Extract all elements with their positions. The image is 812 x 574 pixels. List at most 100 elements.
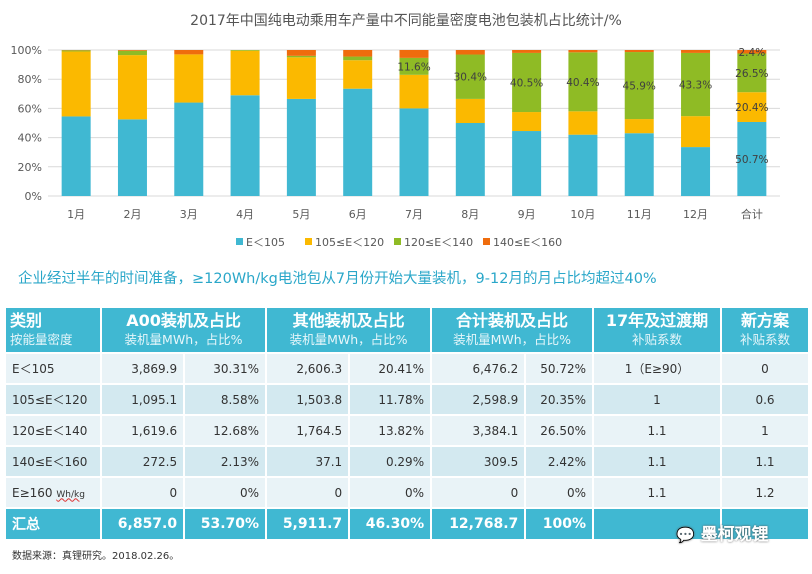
bar-segment	[61, 50, 91, 52]
bar-segment	[61, 116, 91, 196]
data-label: 43.3%	[679, 80, 712, 92]
y-tick-label: 80%	[18, 73, 42, 86]
cell: 53.70%	[185, 509, 266, 539]
cell-text: 1.2	[755, 485, 775, 500]
cell-text: 272.5	[142, 454, 178, 469]
cell-text: 0	[169, 485, 178, 500]
cell: 37.1	[267, 447, 349, 476]
legend-label: 140≤E＜160	[493, 236, 562, 249]
bar-segment	[512, 52, 542, 113]
cell-text: 1,619.6	[131, 423, 178, 438]
table-row: 105≤E＜120 1,095.1 8.58% 1,503.8 11.78% 2,598.…	[6, 385, 808, 414]
header-title: 新方案	[740, 311, 789, 330]
y-tick-label: 60%	[18, 102, 42, 115]
bar-segment	[230, 95, 260, 196]
cell: 2,598.9	[432, 385, 525, 414]
cell-text: 2,606.3	[296, 361, 343, 376]
x-tick-label: 9月	[518, 208, 536, 221]
header-sub: 装机量MWh，占比%	[124, 332, 243, 347]
cell-text: 20.41%	[378, 361, 425, 376]
cell: 1.1	[594, 416, 720, 445]
cell: 20.35%	[526, 385, 592, 414]
bar-segment	[455, 98, 485, 123]
cell-text: 0.6	[755, 392, 775, 407]
cell-text: 0%	[240, 485, 260, 500]
bar-segment	[568, 52, 598, 112]
cell-text: 2.42%	[547, 454, 586, 469]
cell-text: E＜105	[12, 362, 55, 376]
y-tick-label: 100%	[11, 44, 42, 57]
bar-segment	[117, 55, 147, 120]
cell-text: 26.50%	[540, 423, 586, 438]
bar-segment	[286, 50, 316, 56]
cell: 140≤E＜160	[6, 447, 100, 476]
x-tick-label: 合计	[741, 207, 763, 221]
cell: 0%	[350, 478, 431, 507]
cell-text: 3,869.9	[131, 361, 178, 376]
cell-text: 0%	[566, 485, 586, 500]
data-label: 11.6%	[397, 61, 430, 73]
header-title: 类别	[10, 311, 43, 330]
bar-segment	[343, 88, 373, 196]
chart-subtitle: 企业经过半年的时间准备，≥120Wh/kg电池包从7月份开始大量装机，9-12月…	[18, 271, 657, 287]
data-label: 40.4%	[566, 77, 599, 89]
data-source: 数据来源：真锂研究。2018.02.26。	[12, 551, 180, 562]
bar-segment	[174, 54, 204, 103]
header-sub: 装机量MWh，占比%	[453, 332, 572, 347]
x-tick-label: 8月	[461, 208, 479, 221]
cell-text: 13.82%	[378, 423, 425, 438]
cell: 105≤E＜120	[6, 385, 100, 414]
bar-segment	[399, 50, 429, 58]
y-tick-label: 40%	[18, 132, 42, 145]
y-tick-label: 20%	[18, 161, 42, 174]
table-total-row: 汇总 6,857.0 53.70% 5,911.7 46.30% 12,768.…	[6, 509, 808, 539]
cell-text: 20.35%	[540, 392, 586, 407]
header-sub: 补贴系数	[631, 332, 682, 347]
cell: 0	[432, 478, 525, 507]
table-header: 类别 按能量密度 A00装机及占比 装机量MWh，占比% 其他装机及占比 装机量MWh…	[6, 308, 808, 352]
bar-segment	[681, 50, 711, 53]
bar-segment	[512, 50, 542, 53]
data-label: 20.4%	[735, 102, 768, 114]
legend-label: E＜105	[246, 236, 285, 249]
cell: 2.42%	[526, 447, 592, 476]
cell: 1.1	[594, 478, 720, 507]
cell-text: 1.1	[647, 423, 667, 438]
data-label: 30.4%	[454, 72, 487, 84]
bar-segment	[230, 50, 260, 51]
header-sub: 装机量MWh，占比%	[289, 332, 408, 347]
cell: 1,619.6	[102, 416, 184, 445]
bar-segment	[624, 50, 654, 53]
bar-segment	[512, 131, 542, 196]
data-label: 2.4%	[739, 47, 766, 59]
legend-swatch	[236, 238, 243, 245]
bar-segment	[343, 56, 373, 61]
bar-segment	[286, 57, 316, 99]
cell: 20.41%	[350, 354, 431, 383]
cell-text: 0.29%	[385, 454, 425, 469]
cell-text: 309.5	[483, 454, 519, 469]
bar-segment	[737, 53, 767, 93]
cell: 30.31%	[185, 354, 266, 383]
cell: 1（E≥90）	[594, 354, 720, 383]
data-label: 40.5%	[510, 77, 543, 89]
cell: 1	[594, 385, 720, 414]
bar-segment	[343, 50, 373, 57]
header-title: A00装机及占比	[126, 311, 241, 330]
cell-text: 105≤E＜120	[12, 393, 88, 407]
bar-segment	[399, 74, 429, 109]
bar-segment	[343, 60, 373, 89]
cell: 1	[722, 416, 808, 445]
y-tick-label: 0%	[25, 190, 42, 203]
x-tick-label: 10月	[570, 208, 595, 221]
cell: 1.2	[722, 478, 808, 507]
x-tick-label: 12月	[683, 208, 708, 221]
bar-segment	[455, 123, 485, 196]
bar-segment	[624, 52, 654, 120]
bar-segment	[61, 51, 91, 117]
bar-segment	[512, 112, 542, 132]
cell: 0%	[526, 478, 592, 507]
x-tick-label: 1月	[67, 208, 85, 221]
bar-segment	[681, 147, 711, 196]
wechat-icon: 💬	[676, 526, 695, 544]
